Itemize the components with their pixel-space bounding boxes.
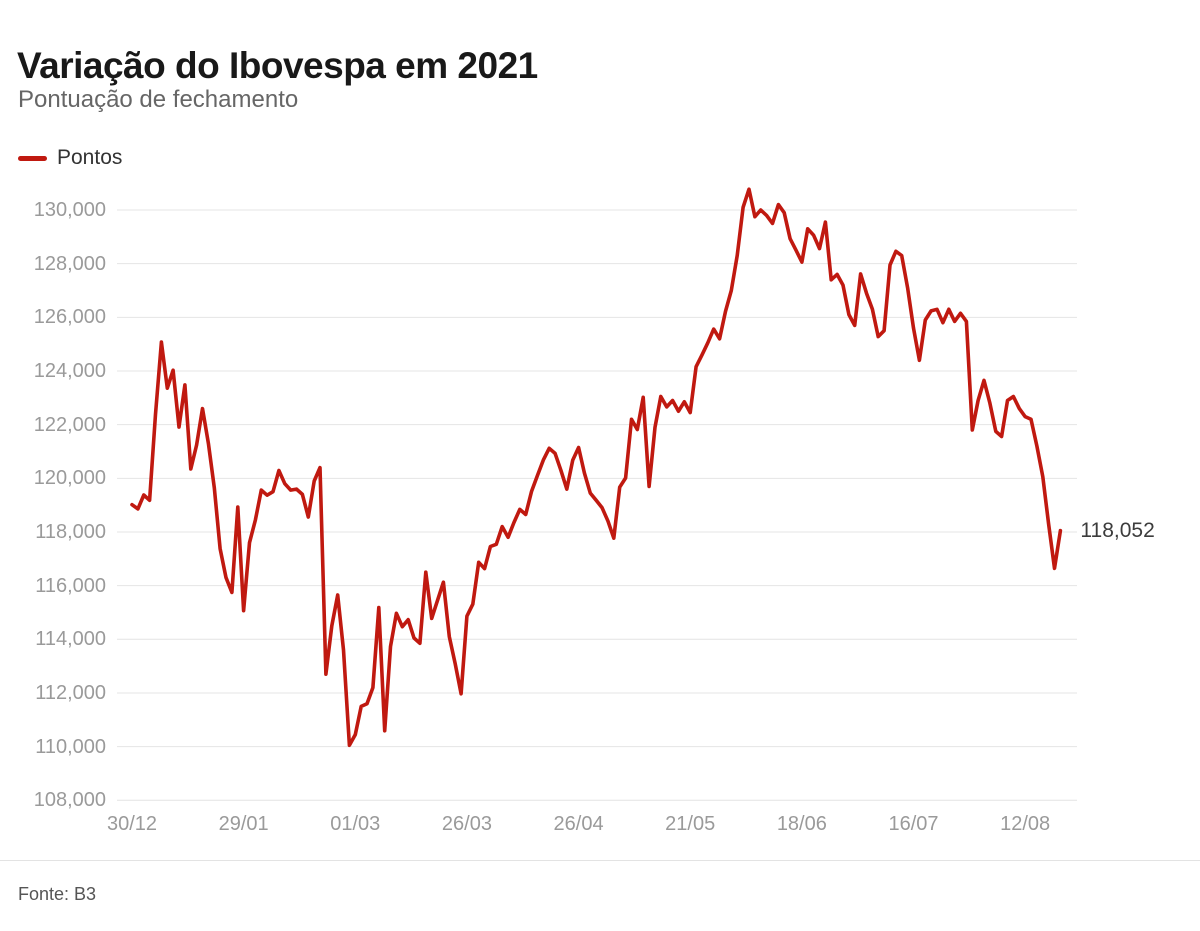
y-axis-tick-label: 128,000: [33, 252, 106, 275]
y-axis-tick-label: 130,000: [33, 199, 106, 221]
y-axis-tick-label: 114,000: [35, 628, 106, 651]
y-axis-tick-label: 124,000: [33, 359, 106, 382]
x-axis-tick-label: 29/01: [218, 813, 269, 835]
y-axis-tick-label: 126,000: [33, 306, 106, 329]
last-value-label: 118,052: [1080, 518, 1155, 542]
x-axis-tick-label: 18/06: [776, 813, 827, 835]
x-axis-tick-label: 26/03: [441, 813, 492, 835]
x-axis-tick-label: 12/08: [1000, 813, 1051, 835]
legend-label: Pontos: [57, 146, 123, 169]
x-axis-tick-label: 16/07: [888, 813, 939, 835]
chart-title: Variação do Ibovespa em 2021: [17, 44, 538, 86]
series-line-pontos[interactable]: [130, 187, 1063, 748]
footer-divider: [0, 860, 1200, 861]
chart-subtitle: Pontuação de fechamento: [18, 86, 299, 113]
x-axis-tick-label: 01/03: [330, 813, 381, 835]
y-axis-tick-label: 118,000: [35, 520, 106, 543]
x-axis-tick-label: 30/12: [106, 813, 158, 835]
y-axis-tick-label: 120,000: [33, 467, 106, 490]
x-axis-tick-label: 26/04: [553, 813, 604, 835]
y-axis-tick-label: 122,000: [33, 413, 106, 436]
legend-line-swatch: [18, 155, 47, 161]
y-axis-tick-label: 108,000: [33, 789, 106, 812]
y-axis-tick-label: 112,000: [35, 681, 106, 704]
legend-item-pontos[interactable]: Pontos: [18, 146, 122, 170]
source-note: Fonte: B3: [18, 884, 97, 904]
x-axis-tick-label: 21/05: [665, 813, 716, 835]
y-axis-tick-label: 116,000: [35, 574, 106, 597]
y-axis-tick-label: 110,000: [35, 735, 106, 758]
